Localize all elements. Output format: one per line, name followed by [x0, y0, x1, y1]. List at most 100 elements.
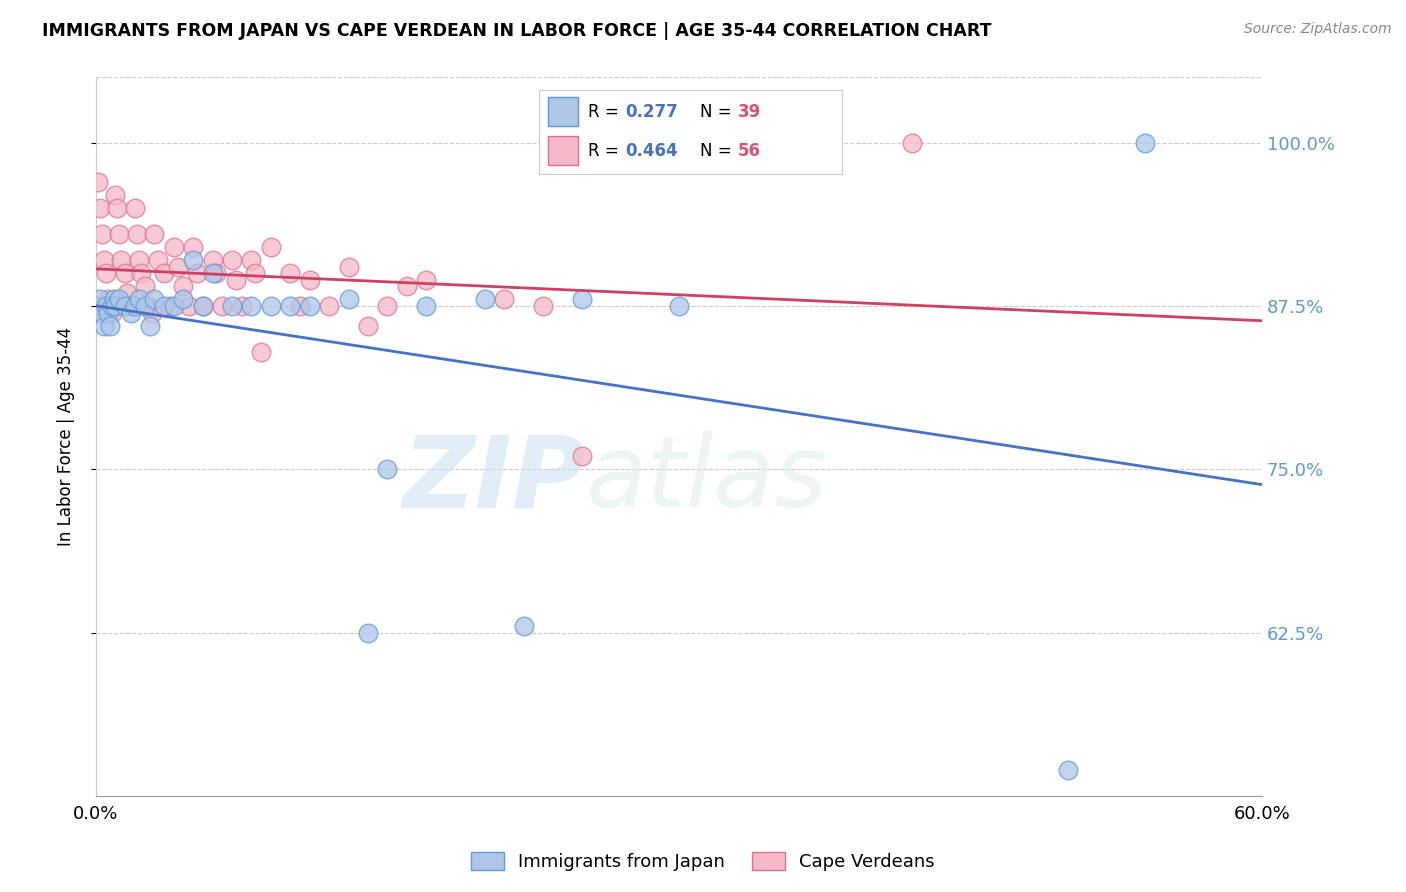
- Point: [415, 299, 437, 313]
- Point: [181, 253, 204, 268]
- Text: atlas: atlas: [586, 431, 827, 528]
- Point: [186, 266, 208, 280]
- Point: [114, 299, 136, 313]
- Point: [298, 299, 321, 313]
- Point: [240, 299, 263, 313]
- Point: [134, 299, 156, 313]
- Point: [221, 253, 243, 268]
- Text: Source: ZipAtlas.com: Source: ZipAtlas.com: [1244, 22, 1392, 37]
- Point: [115, 285, 138, 300]
- Point: [93, 318, 115, 333]
- Point: [104, 299, 127, 313]
- Point: [668, 299, 690, 313]
- Point: [318, 299, 340, 313]
- Point: [901, 136, 924, 150]
- Point: [128, 253, 150, 268]
- Point: [337, 293, 360, 307]
- Point: [125, 227, 148, 242]
- Point: [163, 299, 186, 313]
- Point: [87, 175, 110, 189]
- Point: [357, 625, 380, 640]
- Point: [108, 227, 131, 242]
- Point: [90, 227, 112, 242]
- Point: [377, 462, 399, 476]
- Text: ZIP: ZIP: [402, 431, 586, 528]
- Point: [153, 266, 176, 280]
- Legend: Immigrants from Japan, Cape Verdeans: Immigrants from Japan, Cape Verdeans: [464, 845, 942, 879]
- Point: [139, 318, 162, 333]
- Point: [134, 279, 156, 293]
- Point: [143, 293, 166, 307]
- Point: [245, 266, 267, 280]
- Point: [1056, 763, 1078, 777]
- Point: [531, 299, 554, 313]
- Point: [163, 240, 186, 254]
- Point: [474, 293, 496, 307]
- Point: [98, 318, 121, 333]
- Text: IMMIGRANTS FROM JAPAN VS CAPE VERDEAN IN LABOR FORCE | AGE 35-44 CORRELATION CHA: IMMIGRANTS FROM JAPAN VS CAPE VERDEAN IN…: [42, 22, 991, 40]
- Point: [298, 273, 321, 287]
- Point: [97, 293, 120, 307]
- Point: [103, 293, 125, 307]
- Point: [93, 253, 115, 268]
- Point: [260, 299, 283, 313]
- Point: [98, 299, 121, 313]
- Point: [90, 305, 112, 319]
- Point: [100, 305, 122, 319]
- Point: [89, 293, 111, 307]
- Point: [159, 299, 181, 313]
- Point: [87, 299, 110, 313]
- Point: [191, 299, 214, 313]
- Point: [211, 299, 233, 313]
- Point: [1135, 136, 1157, 150]
- Point: [205, 266, 228, 280]
- Point: [148, 253, 170, 268]
- Point: [415, 273, 437, 287]
- Point: [172, 293, 194, 307]
- Point: [260, 240, 283, 254]
- Point: [181, 240, 204, 254]
- Point: [100, 299, 122, 313]
- Point: [172, 279, 194, 293]
- Y-axis label: In Labor Force | Age 35-44: In Labor Force | Age 35-44: [58, 327, 75, 546]
- Point: [240, 253, 263, 268]
- Point: [357, 318, 380, 333]
- Point: [571, 293, 593, 307]
- Point: [191, 299, 214, 313]
- Point: [494, 293, 516, 307]
- Point: [166, 260, 188, 274]
- Point: [278, 299, 301, 313]
- Point: [512, 619, 534, 633]
- Point: [201, 266, 224, 280]
- Point: [120, 299, 142, 313]
- Point: [114, 266, 136, 280]
- Point: [120, 305, 142, 319]
- Point: [108, 293, 131, 307]
- Point: [288, 299, 311, 313]
- Point: [124, 201, 146, 215]
- Point: [104, 188, 127, 202]
- Point: [138, 299, 160, 313]
- Point: [105, 201, 128, 215]
- Point: [143, 227, 166, 242]
- Point: [179, 299, 201, 313]
- Point: [225, 273, 247, 287]
- Point: [201, 253, 224, 268]
- Point: [128, 293, 150, 307]
- Point: [395, 279, 418, 293]
- Point: [221, 299, 243, 313]
- Point: [377, 299, 399, 313]
- Point: [94, 299, 117, 313]
- Point: [97, 305, 120, 319]
- Point: [94, 266, 117, 280]
- Point: [89, 201, 111, 215]
- Point: [141, 305, 163, 319]
- Point: [124, 299, 146, 313]
- Point: [337, 260, 360, 274]
- Point: [110, 253, 132, 268]
- Point: [278, 266, 301, 280]
- Point: [129, 266, 152, 280]
- Point: [231, 299, 253, 313]
- Point: [250, 344, 273, 359]
- Point: [153, 299, 176, 313]
